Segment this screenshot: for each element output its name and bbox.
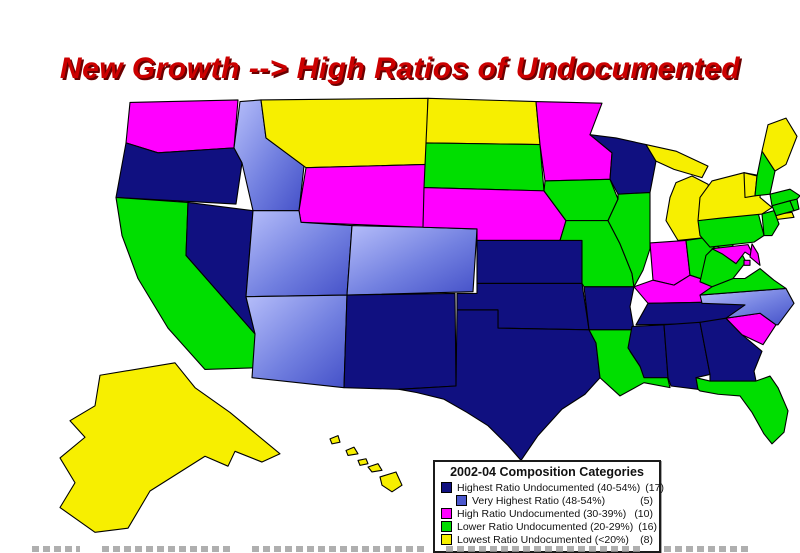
legend-count-highest: (17) xyxy=(645,481,664,494)
state-ND xyxy=(426,98,540,144)
state-SD xyxy=(424,143,544,191)
legend-label-lowest: Lowest Ratio Undocumented (<20%) xyxy=(457,533,629,546)
map-legend: 2002-04 Composition Categories Highest R… xyxy=(433,460,664,553)
state-AK xyxy=(60,363,280,532)
state-MD xyxy=(712,245,755,264)
legend-row-very_highest: Very Highest Ratio (48-54%) (5) xyxy=(441,494,653,507)
legend-count-very_highest: (5) xyxy=(640,494,653,507)
state-WY xyxy=(299,164,426,227)
state-NH xyxy=(755,151,775,196)
slide-title: New Growth --> High Ratios of Undocument… xyxy=(59,52,741,85)
state-HI xyxy=(346,447,358,455)
state-HI xyxy=(368,464,382,472)
legend-row-lower: Lower Ratio Undocumented (20-29%) (16) xyxy=(441,520,657,533)
state-RI xyxy=(790,199,799,211)
legend-title: 2002-04 Composition Categories xyxy=(450,465,644,479)
cropped-caption-remnant xyxy=(32,546,777,553)
states-layer xyxy=(60,98,800,532)
state-NM xyxy=(344,293,456,389)
state-HI xyxy=(330,436,340,444)
state-ME xyxy=(762,118,797,171)
legend-label-lower: Lower Ratio Undocumented (20-29%) xyxy=(457,520,634,533)
state-OR xyxy=(116,143,242,204)
state-HI xyxy=(358,459,368,466)
state-IL xyxy=(608,193,650,287)
legend-row-high: High Ratio Undocumented (30-39%) (10) xyxy=(441,507,653,520)
state-AR xyxy=(584,287,634,330)
state-MI xyxy=(646,145,708,178)
state-CO xyxy=(347,226,477,295)
state-DE xyxy=(750,244,760,265)
legend-row-highest: Highest Ratio Undocumented (40-54%) (17) xyxy=(441,481,664,494)
state-NJ xyxy=(762,211,779,236)
legend-swatch-lowest xyxy=(441,534,452,545)
state-TX xyxy=(399,310,600,460)
state-AZ xyxy=(246,295,347,388)
legend-label-highest: Highest Ratio Undocumented (40-54%) xyxy=(457,481,641,494)
legend-count-high: (10) xyxy=(634,507,653,520)
legend-swatch-very_highest xyxy=(456,495,467,506)
legend-label-very_highest: Very Highest Ratio (48-54%) xyxy=(472,494,606,507)
state-VA xyxy=(700,269,786,295)
state-DC xyxy=(744,260,750,265)
state-HI xyxy=(380,472,402,492)
legend-count-lowest: (8) xyxy=(640,533,653,546)
state-KS xyxy=(477,240,582,283)
legend-label-high: High Ratio Undocumented (30-39%) xyxy=(457,507,627,520)
legend-swatch-highest xyxy=(441,482,452,493)
legend-swatch-high xyxy=(441,508,452,519)
legend-rows: Highest Ratio Undocumented (40-54%) (17) V… xyxy=(441,481,664,546)
state-FL xyxy=(696,376,788,444)
legend-swatch-lower xyxy=(441,521,452,532)
legend-row-lowest: Lowest Ratio Undocumented (<20%) (8) xyxy=(441,533,653,546)
legend-count-lower: (16) xyxy=(638,520,657,533)
us-choropleth-map xyxy=(0,90,800,553)
state-NC xyxy=(700,288,794,324)
state-WA xyxy=(126,100,238,153)
